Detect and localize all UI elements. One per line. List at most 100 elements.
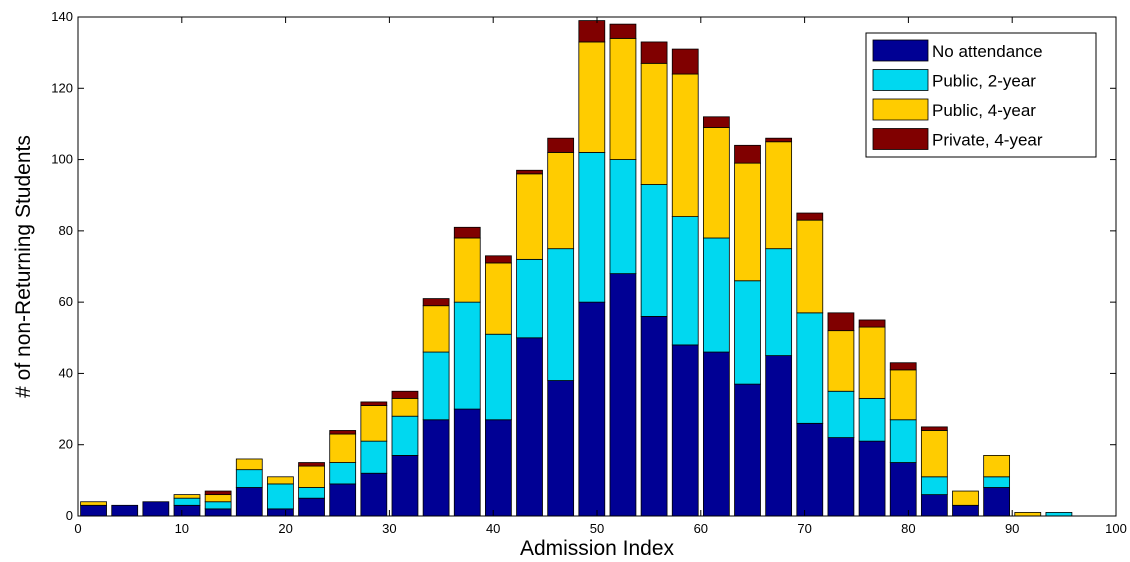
bar-segment (827, 330, 855, 392)
bar-segment (298, 487, 325, 499)
bar-segment (80, 504, 107, 517)
x-tick-label: 50 (590, 521, 604, 536)
x-tick-label: 30 (382, 521, 396, 536)
bar-segment (765, 355, 793, 517)
x-tick-label: 90 (1005, 521, 1019, 536)
bars-layer (80, 20, 1073, 517)
bar-segment (360, 401, 388, 406)
bar-segment (889, 419, 917, 463)
x-tick-label: 40 (486, 521, 500, 536)
bar-segment (298, 462, 325, 467)
y-axis-title: # of non-Returning Students (12, 135, 35, 398)
bar-segment (204, 490, 232, 496)
bar-segment (267, 508, 294, 517)
bar-segment (796, 422, 824, 517)
bar-segment (640, 315, 668, 517)
bar-segment (671, 73, 699, 217)
x-tick-label: 0 (74, 521, 81, 536)
bar-segment (173, 497, 201, 506)
legend-swatch (872, 128, 929, 150)
bar-segment (547, 248, 575, 381)
bar-segment (360, 472, 388, 517)
bar-segment (796, 312, 824, 424)
legend: No attendance Public, 2-year Public, 4-yea… (865, 32, 1097, 158)
bar-segment (235, 469, 263, 488)
bar-segment (267, 476, 294, 485)
bar-segment (547, 152, 575, 250)
bar-segment (516, 169, 543, 175)
bar-segment (298, 465, 325, 488)
legend-swatch (872, 98, 929, 121)
bar-segment (111, 504, 139, 517)
bar-segment (889, 369, 917, 421)
axis-ticks: 0 10 20 30 40 50 60 70 80 90 100 0 20 40 60 80 100 120 140 (51, 9, 1127, 536)
y-tick-label: 80 (59, 223, 73, 238)
bar-segment (640, 62, 668, 185)
bar-segment (391, 455, 419, 517)
bar-segment (422, 419, 450, 517)
legend-label: Public, 4-year (932, 101, 1036, 120)
bar-segment (173, 504, 201, 517)
bar-segment (889, 362, 917, 371)
bar-segment (920, 430, 948, 478)
legend-swatch (872, 39, 929, 62)
bar-segment (329, 462, 357, 485)
bar-segment (485, 419, 512, 517)
bar-segment (671, 48, 699, 75)
bar-segment (671, 216, 699, 346)
bar-segment (485, 262, 512, 335)
bar-segment (173, 494, 201, 499)
bar-segment (516, 173, 543, 260)
bar-segment (453, 237, 481, 303)
bar-segment (547, 137, 575, 153)
bar-segment (609, 159, 637, 275)
bar-segment (360, 405, 388, 442)
bar-segment (329, 483, 357, 517)
y-tick-label: 120 (51, 80, 73, 95)
bar-segment (204, 494, 232, 503)
bar-segment (858, 397, 886, 442)
x-axis-title: Admission Index (520, 537, 675, 560)
bar-segment (702, 237, 730, 353)
bar-segment (920, 494, 948, 517)
bar-segment (453, 226, 481, 239)
bar-segment (889, 462, 917, 517)
bar-segment (142, 501, 170, 517)
legend-label: No attendance (932, 42, 1043, 61)
y-tick-label: 140 (51, 9, 73, 24)
x-tick-label: 10 (175, 521, 189, 536)
bar-segment (422, 351, 450, 421)
legend-label: Public, 2-year (932, 72, 1036, 91)
bar-segment (609, 273, 637, 517)
bar-segment (920, 426, 948, 431)
bar-segment (360, 440, 388, 474)
bar-segment (298, 497, 325, 517)
bar-segment (422, 305, 450, 353)
y-tick-label: 40 (59, 365, 73, 380)
bar-segment (485, 255, 512, 264)
x-tick-label: 60 (694, 521, 708, 536)
x-tick-label: 100 (1105, 521, 1127, 536)
bar-segment (734, 280, 761, 385)
bar-segment (329, 430, 357, 435)
legend-label: Private, 4-year (932, 131, 1043, 150)
bar-segment (827, 437, 855, 517)
bar-segment (983, 476, 1011, 488)
bar-segment (796, 212, 824, 221)
bar-segment (578, 301, 606, 517)
bar-segment (702, 127, 730, 239)
bar-segment (983, 487, 1011, 517)
bar-segment (952, 490, 979, 506)
bar-segment (578, 41, 606, 153)
bar-segment (329, 433, 357, 463)
bar-segment (547, 380, 575, 517)
bar-segment (235, 458, 263, 471)
bar-segment (734, 162, 761, 282)
x-tick-label: 20 (278, 521, 292, 536)
bar-segment (391, 415, 419, 456)
bar-segment (235, 487, 263, 517)
bar-segment (267, 483, 294, 510)
bar-segment (827, 390, 855, 438)
bar-segment (422, 298, 450, 307)
